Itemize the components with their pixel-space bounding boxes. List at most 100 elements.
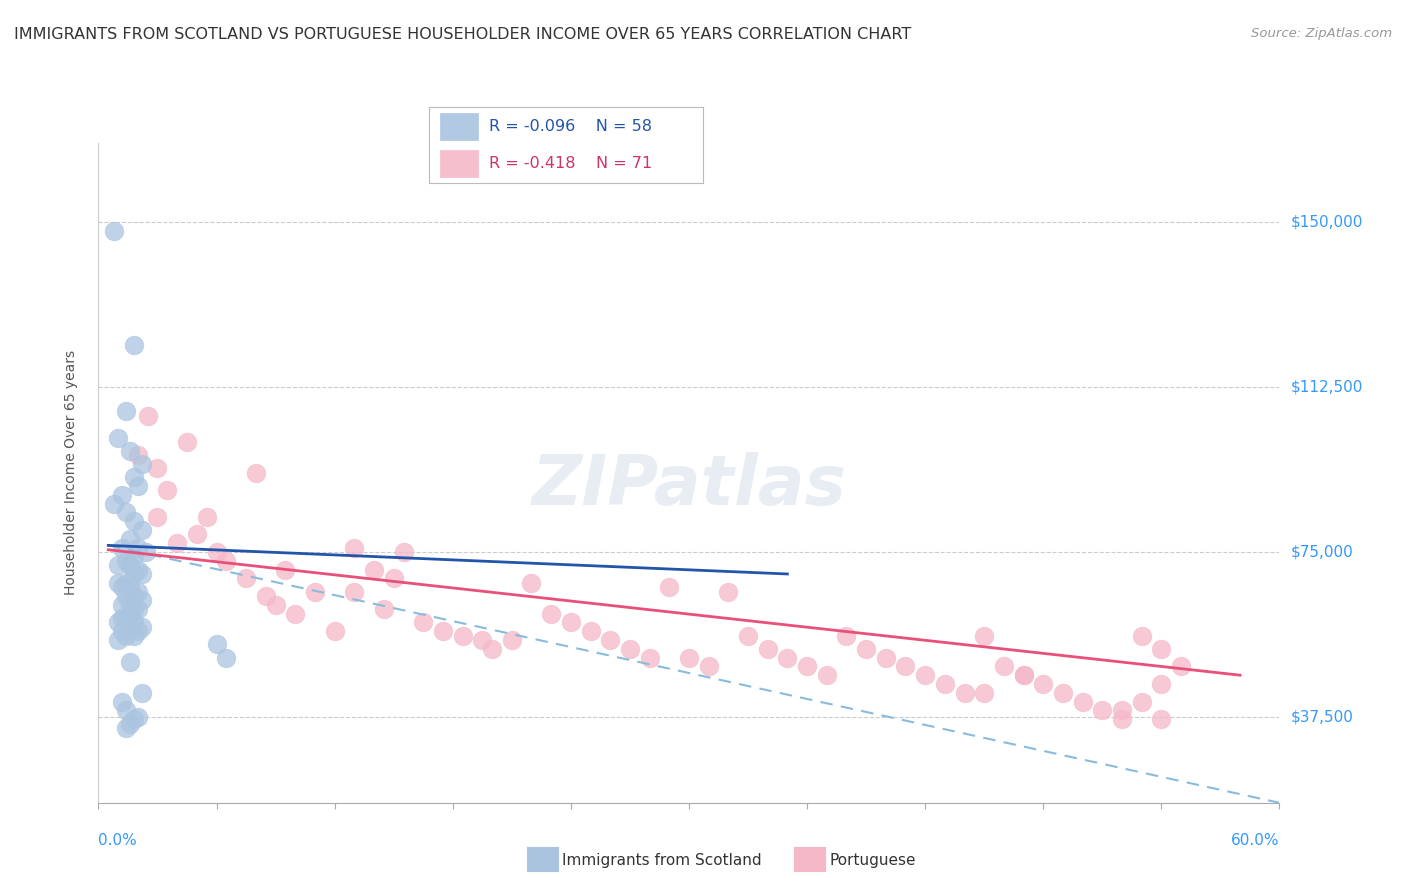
Point xyxy=(1012,668,1035,682)
Point xyxy=(122,615,145,630)
Point xyxy=(835,629,858,643)
Text: ZIPatlas: ZIPatlas xyxy=(531,452,846,519)
Point xyxy=(135,545,157,559)
Point xyxy=(115,703,138,717)
Point xyxy=(363,563,385,577)
Point xyxy=(717,584,740,599)
Point xyxy=(481,641,503,656)
Point xyxy=(392,545,415,559)
Point xyxy=(678,650,700,665)
Point xyxy=(1091,703,1114,717)
Point xyxy=(115,404,138,418)
Point xyxy=(382,571,405,585)
Point xyxy=(111,611,134,625)
Point xyxy=(115,611,138,625)
Y-axis label: Householder Income Over 65 years: Householder Income Over 65 years xyxy=(63,351,77,595)
Point xyxy=(136,409,159,423)
Point xyxy=(1111,712,1133,726)
Point xyxy=(245,466,267,480)
Text: R = -0.096    N = 58: R = -0.096 N = 58 xyxy=(489,119,652,134)
Point xyxy=(103,224,125,238)
Point xyxy=(118,716,141,731)
Point xyxy=(122,514,145,528)
Point xyxy=(756,641,779,656)
Point xyxy=(118,558,141,573)
Point xyxy=(127,563,149,577)
Point xyxy=(1012,668,1035,682)
Point xyxy=(973,629,995,643)
Point xyxy=(111,580,134,594)
Point xyxy=(146,509,169,524)
Point xyxy=(115,721,138,735)
Point xyxy=(131,523,153,537)
Bar xyxy=(440,150,478,177)
Point xyxy=(131,593,153,607)
Point xyxy=(1150,677,1173,691)
Text: Source: ZipAtlas.com: Source: ZipAtlas.com xyxy=(1251,27,1392,40)
Point xyxy=(111,598,134,612)
Point xyxy=(122,338,145,352)
Point xyxy=(953,686,976,700)
Point xyxy=(579,624,602,639)
Point xyxy=(323,624,346,639)
Point xyxy=(122,602,145,616)
Point xyxy=(1130,629,1153,643)
Point xyxy=(107,632,129,647)
Point xyxy=(451,629,474,643)
Point xyxy=(1052,686,1074,700)
Point xyxy=(599,632,621,647)
Point xyxy=(118,607,141,621)
Point xyxy=(1071,695,1094,709)
Text: $37,500: $37,500 xyxy=(1291,709,1354,724)
Point xyxy=(815,668,838,682)
Point xyxy=(107,431,129,445)
Text: $112,500: $112,500 xyxy=(1291,379,1362,394)
Point xyxy=(118,598,141,612)
Point xyxy=(118,580,141,594)
Point xyxy=(127,479,149,493)
Point xyxy=(156,483,179,498)
Point xyxy=(166,536,188,550)
Point xyxy=(501,632,523,647)
Point xyxy=(1130,695,1153,709)
Point xyxy=(127,624,149,639)
Point xyxy=(412,615,434,630)
Point xyxy=(122,629,145,643)
Point xyxy=(373,602,395,616)
Point xyxy=(107,615,129,630)
Point xyxy=(127,602,149,616)
Point xyxy=(122,589,145,603)
Text: Portuguese: Portuguese xyxy=(830,854,917,868)
Point xyxy=(1170,659,1192,673)
Point xyxy=(796,659,818,673)
Point xyxy=(215,554,238,568)
Point xyxy=(115,629,138,643)
Bar xyxy=(440,113,478,140)
Point xyxy=(638,650,661,665)
Point xyxy=(122,549,145,564)
Text: 0.0%: 0.0% xyxy=(98,833,138,848)
Point xyxy=(1032,677,1054,691)
Point xyxy=(343,541,366,555)
Point xyxy=(205,545,228,559)
Point xyxy=(1150,712,1173,726)
Point xyxy=(186,527,208,541)
Point xyxy=(264,598,287,612)
Point xyxy=(432,624,454,639)
Point xyxy=(122,712,145,726)
Point xyxy=(993,659,1015,673)
Point xyxy=(115,589,138,603)
Point xyxy=(127,448,149,462)
Text: $75,000: $75,000 xyxy=(1291,544,1354,559)
Point xyxy=(619,641,641,656)
Point xyxy=(973,686,995,700)
Point xyxy=(343,584,366,599)
Point xyxy=(697,659,720,673)
Point xyxy=(215,650,238,665)
Point xyxy=(195,509,218,524)
Point xyxy=(205,637,228,651)
Point xyxy=(115,505,138,519)
Point xyxy=(107,575,129,590)
Point xyxy=(103,497,125,511)
Point xyxy=(131,457,153,471)
